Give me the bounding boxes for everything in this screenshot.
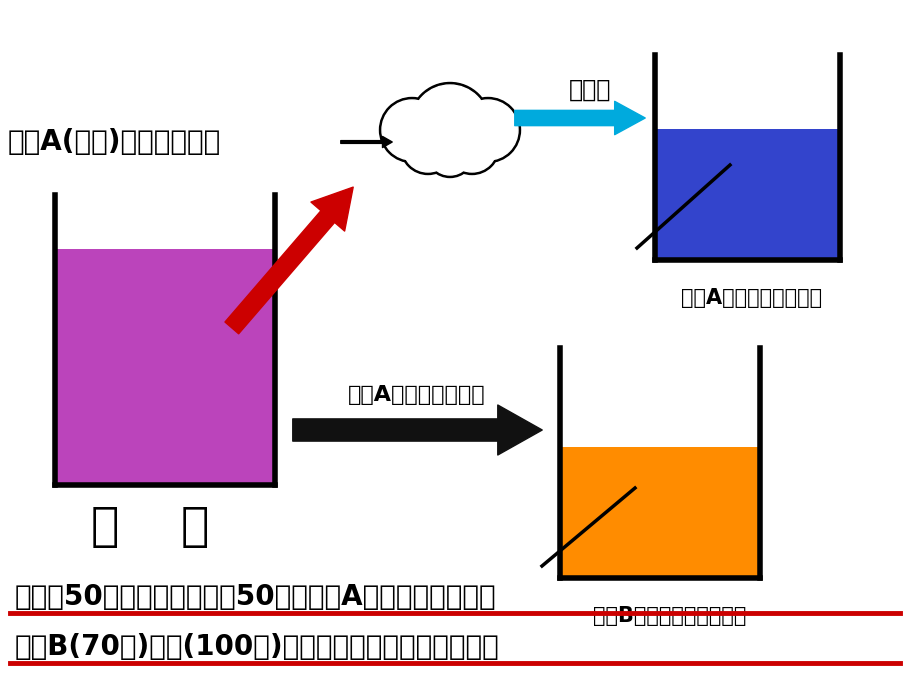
FancyArrowPatch shape [515, 101, 645, 135]
Circle shape [379, 97, 444, 163]
Bar [57, 249, 273, 487]
Text: 冷やす: 冷やす [569, 78, 611, 102]
Bar [562, 447, 758, 580]
Text: 物質Aのみの液体に戻る: 物質Aのみの液体に戻る [682, 288, 823, 308]
Circle shape [447, 122, 497, 172]
Circle shape [409, 83, 491, 164]
Circle shape [382, 100, 442, 160]
Circle shape [428, 131, 472, 175]
FancyArrowPatch shape [292, 405, 542, 455]
Circle shape [444, 119, 499, 175]
Circle shape [412, 85, 488, 161]
Text: 🔥: 🔥 [90, 506, 119, 551]
Text: 物質Bと水の混合物が残る: 物質Bと水の混合物が残る [593, 606, 747, 626]
Circle shape [458, 100, 518, 160]
Bar [657, 129, 838, 262]
Text: 温度が50度に達すれば沸点50度の物質Aは気体になるが、: 温度が50度に達すれば沸点50度の物質Aは気体になるが、 [15, 583, 496, 611]
FancyArrowPatch shape [341, 137, 392, 148]
Text: 物質Aが抜けた残り物: 物質Aが抜けた残り物 [348, 385, 486, 405]
Text: 物質B(70度)と水(100度)の沸点には届かないため残る: 物質B(70度)と水(100度)の沸点には届かないため残る [15, 633, 500, 661]
Circle shape [426, 128, 474, 177]
Circle shape [400, 119, 455, 175]
FancyArrowPatch shape [225, 187, 353, 334]
Circle shape [403, 122, 453, 172]
Text: 🔥: 🔥 [181, 506, 209, 551]
Circle shape [455, 97, 520, 163]
Text: 物質A(液体)が気体に変化: 物質A(液体)が気体に変化 [8, 128, 221, 156]
